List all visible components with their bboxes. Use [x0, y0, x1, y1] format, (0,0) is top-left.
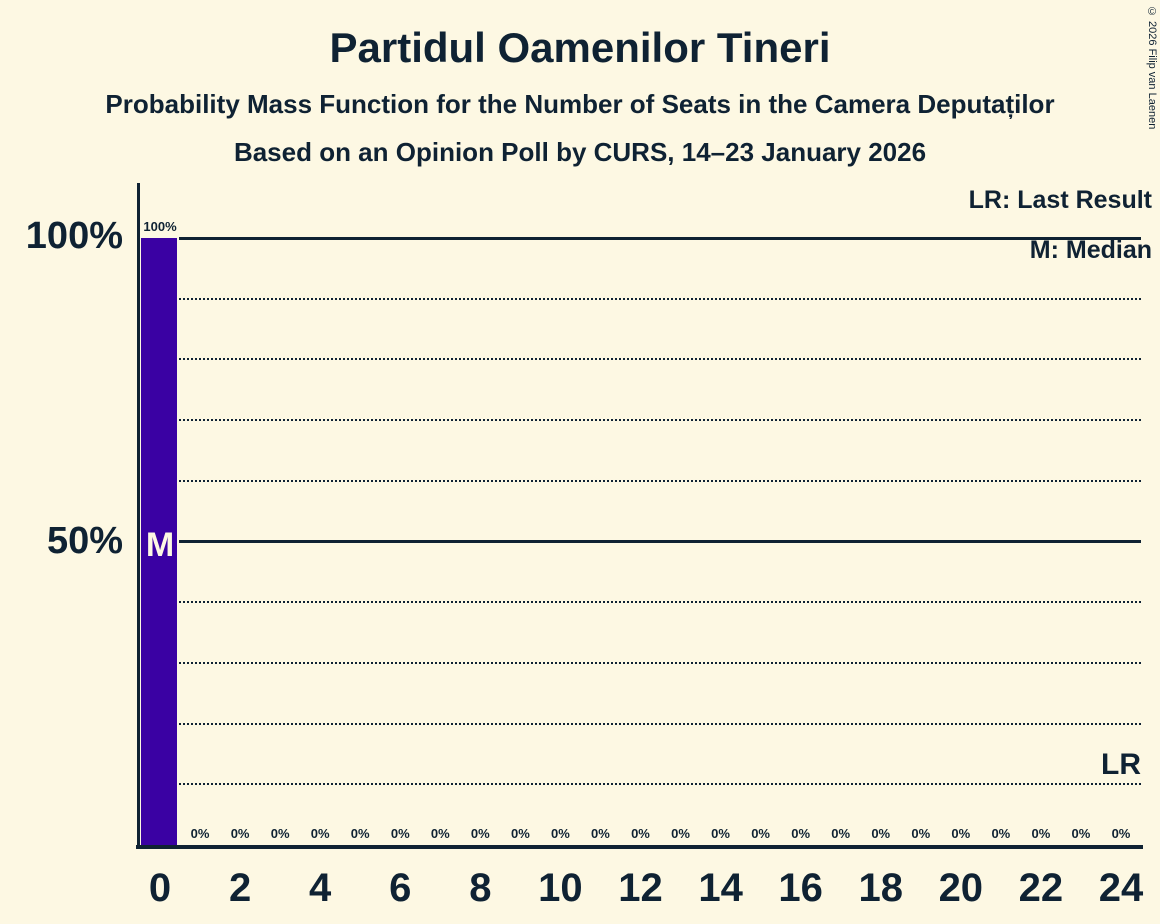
- bar-value-label-seat-20: 0%: [951, 826, 971, 841]
- x-tick-label-10: 10: [538, 866, 583, 910]
- bar-value-label-seat-18: 0%: [871, 826, 891, 841]
- bar-value-label-seat-8: 0%: [470, 826, 490, 841]
- bar-value-label-seat-16: 0%: [791, 826, 811, 841]
- gridline-dotted-70: [179, 419, 1141, 422]
- x-tick-label-2: 2: [228, 866, 252, 910]
- x-tick-label-16: 16: [778, 866, 823, 910]
- bar-value-label-seat-1: 0%: [190, 826, 210, 841]
- median-marker: M: [145, 525, 175, 564]
- gridline-dotted-30: [179, 661, 1141, 664]
- gridline-dotted-60: [179, 479, 1141, 482]
- x-tick-label-20: 20: [938, 866, 984, 910]
- x-tick-label-22: 22: [1018, 866, 1064, 910]
- x-tick-label-14: 14: [698, 866, 743, 910]
- copyright-note: © 2026 Filip van Laenen: [1146, 6, 1158, 130]
- bar-value-label-seat-9: 0%: [510, 826, 530, 841]
- gridline-solid-100: [179, 236, 1141, 240]
- legend-median: M: Median: [1029, 236, 1152, 264]
- bar-value-label-seat-19: 0%: [911, 826, 931, 841]
- legend-last-result: LR: Last Result: [968, 186, 1152, 214]
- bar-value-label-seat-11: 0%: [591, 826, 610, 841]
- bar-value-label-seat-2: 0%: [230, 826, 250, 841]
- bar-value-label-seat-6: 0%: [390, 826, 410, 841]
- x-tick-label-8: 8: [469, 866, 492, 910]
- bar-value-label-seat-4: 0%: [310, 826, 330, 841]
- gridline-solid-50: [179, 540, 1141, 543]
- gridline-dotted-20: [179, 722, 1141, 725]
- y-axis-label-100: 100%: [25, 215, 123, 257]
- x-tick-label-0: 0: [148, 866, 172, 910]
- bar-value-label-seat-3: 0%: [270, 826, 290, 841]
- bar-value-label-seat-21: 0%: [991, 826, 1011, 841]
- last-result-label: LR: [1101, 748, 1141, 782]
- y-axis-line: [137, 183, 140, 849]
- bar-value-label-seat-23: 0%: [1071, 826, 1091, 841]
- gridline-dotted-40: [179, 601, 1141, 604]
- bar-value-label-seat-15: 0%: [751, 826, 770, 841]
- chart-title: Partidul Oamenilor Tineri: [329, 24, 831, 71]
- bar-value-label-seat-13: 0%: [671, 826, 690, 841]
- bar-value-label-seat-7: 0%: [430, 826, 450, 841]
- bar-value-label-seat-0: 100%: [143, 219, 177, 234]
- x-tick-label-4: 4: [309, 866, 332, 910]
- gridline-dotted-80: [179, 358, 1141, 361]
- chart-subtitle: Probability Mass Function for the Number…: [105, 89, 1055, 119]
- gridline-dotted-90: [179, 297, 1141, 300]
- gridline-dotted-10: [179, 783, 1141, 786]
- bar-value-label-seat-5: 0%: [350, 826, 370, 841]
- chart-sub-subtitle: Based on an Opinion Poll by CURS, 14–23 …: [233, 137, 927, 167]
- bar-value-label-seat-10: 0%: [551, 826, 570, 841]
- bar-value-label-seat-14: 0%: [711, 826, 730, 841]
- x-axis-line: [136, 845, 1143, 849]
- bar-value-label-seat-12: 0%: [631, 826, 650, 841]
- x-tick-label-18: 18: [858, 866, 903, 910]
- pmf-bar-seat-0: [141, 238, 178, 845]
- x-tick-label-6: 6: [389, 866, 412, 910]
- bar-value-label-seat-22: 0%: [1031, 826, 1051, 841]
- bar-value-label-seat-17: 0%: [831, 826, 851, 841]
- bar-value-label-seat-24: 0%: [1111, 826, 1131, 841]
- y-axis-label-50: 50%: [46, 520, 123, 562]
- x-tick-label-24: 24: [1098, 866, 1144, 910]
- x-tick-label-12: 12: [618, 866, 663, 910]
